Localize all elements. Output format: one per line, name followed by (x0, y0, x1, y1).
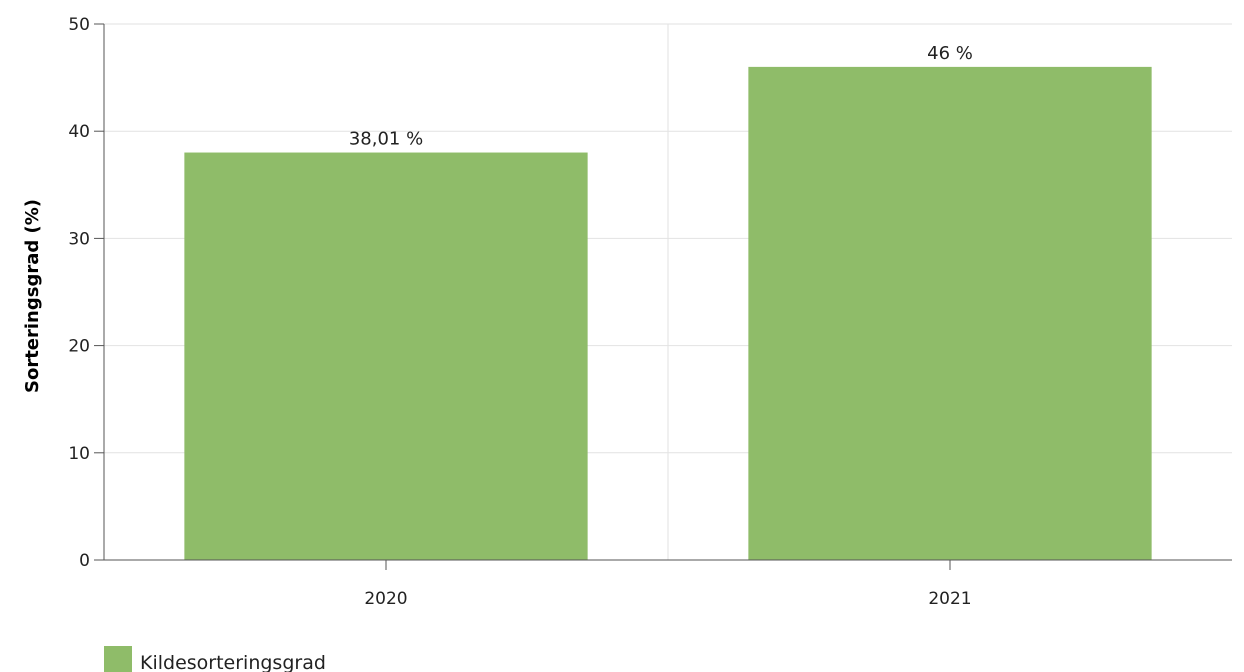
data-label-2020: 38,01 % (349, 129, 423, 150)
y-tick-label: 30 (68, 229, 90, 249)
x-tick-label: 2021 (928, 589, 971, 609)
y-tick-label: 10 (68, 444, 90, 464)
bars (184, 66, 1152, 560)
axes: 0 10 20 30 40 50 2020 2021 (68, 15, 1232, 609)
data-label-2021: 46 % (927, 43, 973, 64)
legend[interactable]: Kildesorteringsgrad (104, 646, 326, 672)
x-tick-label: 2020 (364, 589, 407, 609)
y-axis-title: Sorteringsgrad (%) (22, 199, 43, 393)
y-tick-label: 20 (68, 337, 90, 357)
legend-swatch (104, 646, 132, 672)
y-tick-label: 40 (68, 122, 90, 142)
data-labels: 38,01 % 46 % (349, 43, 973, 150)
y-tick-label: 50 (68, 15, 90, 35)
bar-2020[interactable] (184, 152, 588, 560)
legend-label: Kildesorteringsgrad (140, 652, 326, 672)
bar-2021[interactable] (748, 66, 1152, 560)
y-tick-label: 0 (79, 551, 90, 571)
